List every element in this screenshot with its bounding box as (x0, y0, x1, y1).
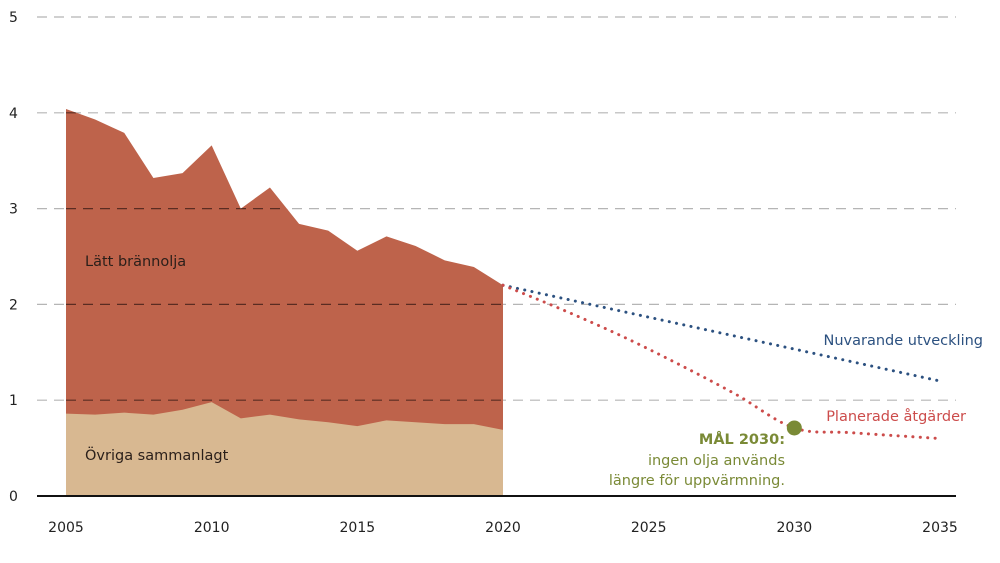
projection-lines (501, 283, 942, 441)
y-axis-ticks: 0 1 2 3 4 5 (9, 10, 18, 505)
target-2030-marker (786, 420, 802, 436)
x-tick-label: 2005 (48, 520, 84, 536)
x-axis-ticks: 2005 2010 2015 2020 2025 2030 2035 (48, 520, 958, 536)
label-nuvarande-utveckling: Nuvarande utveckling (824, 333, 983, 349)
x-tick-label: 2020 (485, 520, 521, 536)
stacked-areas (66, 108, 503, 496)
projection-planerade-atgarder (501, 283, 942, 441)
projection-nuvarande-utveckling (501, 283, 942, 383)
y-tick-label: 0 (9, 489, 18, 505)
x-tick-label: 2010 (194, 520, 230, 536)
x-tick-label: 2025 (631, 520, 667, 536)
area-ovriga-sammanlagt (66, 402, 503, 496)
y-tick-label: 4 (9, 106, 18, 122)
label-ovriga-sammanlagt: Övriga sammanlagt (85, 446, 229, 464)
x-tick-label: 2035 (922, 520, 958, 536)
y-tick-label: 2 (9, 297, 18, 313)
goal-text-line-2: längre för uppvärmning. (609, 473, 785, 489)
x-tick-label: 2015 (340, 520, 376, 536)
y-tick-label: 1 (9, 393, 18, 409)
goal-text-line-1: ingen olja används (648, 453, 785, 469)
label-latt-brannolja: Lätt brännolja (85, 254, 186, 270)
label-planerade-atgarder: Planerade åtgärder (826, 408, 966, 425)
y-tick-label: 3 (9, 202, 18, 218)
area-latt-brannolja (66, 108, 503, 496)
goal-title: MÅL 2030: (699, 431, 785, 448)
annotations: Lätt brännolja Övriga sammanlagt Nuvaran… (85, 254, 983, 489)
x-tick-label: 2030 (777, 520, 813, 536)
y-tick-label: 5 (9, 10, 18, 26)
